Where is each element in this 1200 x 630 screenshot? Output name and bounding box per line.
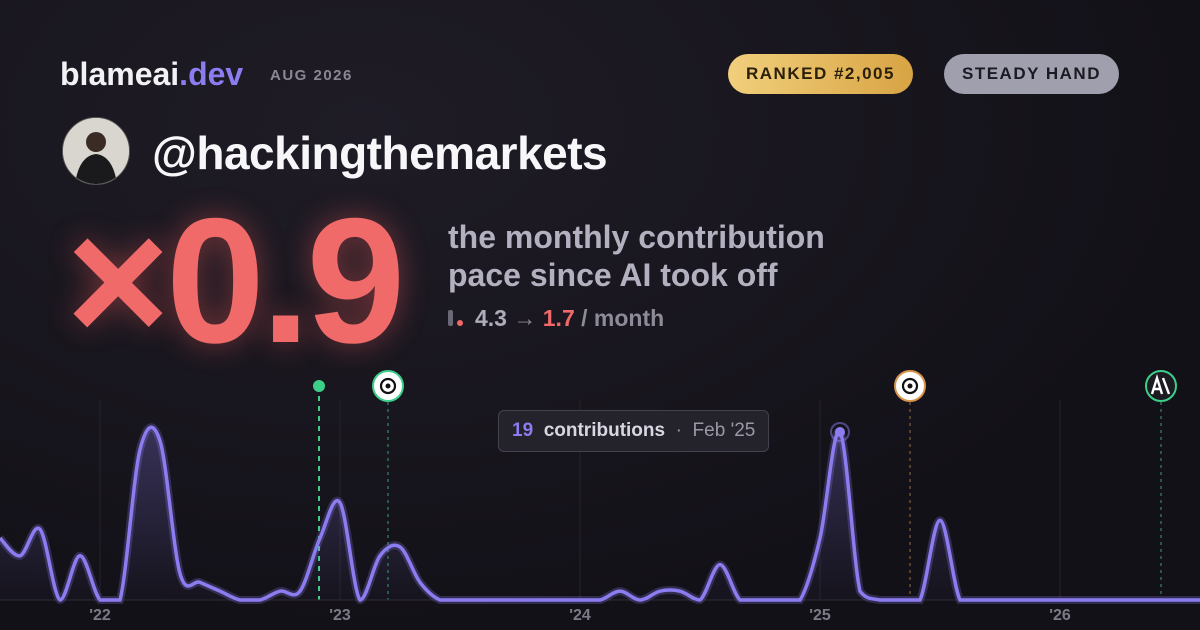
unit: / month bbox=[581, 305, 665, 331]
x-tick-label: '26 bbox=[1049, 607, 1071, 624]
x-tick-label: '22 bbox=[89, 607, 111, 624]
line bbox=[0, 425, 1200, 602]
x-tick-label: '25 bbox=[809, 607, 831, 624]
after-dot bbox=[457, 320, 463, 326]
tooltip-date: Feb '25 bbox=[692, 420, 756, 441]
tooltip-count: 19 bbox=[512, 420, 534, 441]
brand-tld: .dev bbox=[179, 56, 244, 92]
before: 4.3 bbox=[475, 305, 507, 331]
avatar bbox=[62, 117, 130, 185]
openai-icon bbox=[894, 370, 926, 402]
brand-name: blameai bbox=[60, 56, 180, 92]
event-dot bbox=[313, 380, 325, 392]
after: 1.7 bbox=[542, 305, 575, 331]
date: AUG 2026 bbox=[270, 67, 353, 84]
handle: @hackingthemarkets bbox=[152, 127, 608, 179]
highlight-point bbox=[835, 427, 845, 437]
openai-icon bbox=[372, 370, 404, 402]
tooltip-label: contributions bbox=[543, 420, 666, 441]
multiplier: ×0.9 bbox=[66, 181, 405, 380]
anthropic-icon bbox=[1145, 370, 1177, 402]
tooltip: 19 contributions · Feb '25 bbox=[498, 410, 770, 452]
caption: the monthly contribution pace since AI t… bbox=[448, 219, 825, 293]
arrow: → bbox=[513, 305, 537, 331]
highlight-ring bbox=[830, 422, 850, 442]
brand: blameai.dev bbox=[60, 56, 243, 93]
x-tick-label: '23 bbox=[329, 607, 351, 624]
x-tick-label: '24 bbox=[569, 607, 591, 624]
tooltip-separator: · bbox=[675, 420, 682, 441]
stats: 4.3 → 1.7 / month bbox=[448, 305, 664, 332]
before-pill bbox=[448, 310, 453, 326]
rank-badge: RANKED #2,005 bbox=[728, 54, 913, 94]
style-badge: STEADY HAND bbox=[944, 54, 1119, 94]
